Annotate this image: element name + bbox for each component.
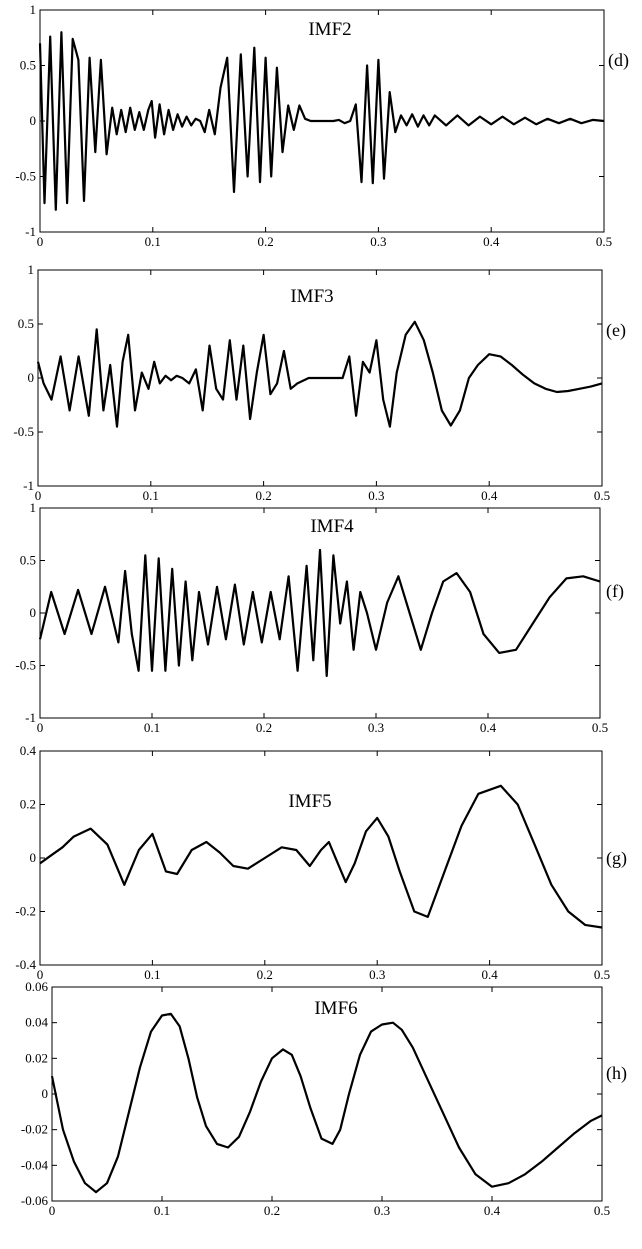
x-tick-label: 0 [35,488,42,503]
x-tick-label: 0.1 [143,488,159,503]
x-tick-label: 0.3 [368,488,384,503]
chart-panel-4: 0 0.1 0.2 0.3 0.4 0.5 0.4 0.2 0 -0.2 -0.4 IMF5 (g) [15,743,627,982]
y-tick-label: 0.4 [20,743,37,758]
x-tick-label: 0.1 [145,234,161,249]
chart-title: IMF6 [314,998,357,1019]
y-tick-label: 0.5 [20,58,36,73]
y-tick-label: -1 [25,710,36,725]
x-tick-label: 0.5 [594,967,610,982]
series-line [50,1012,603,1194]
panel-label: (f) [606,581,624,602]
x-tick-label: 0.1 [154,1203,170,1218]
series-line [39,784,603,929]
x-tick-label: 0 [37,967,44,982]
x-tick-label: 0.2 [256,720,272,735]
panel-label: (e) [606,320,626,341]
y-tick-label: -0.5 [15,658,36,673]
x-tick-label: 0.3 [369,967,385,982]
chart-panel-2: 0 0.1 0.2 0.3 0.4 0.5 1 0.5 0 -0.5 -1 IMF3 (e) [13,262,626,503]
x-tick-label: 0.5 [594,488,610,503]
y-tick-label: 0.5 [20,553,36,568]
x-tick-label: 0.3 [374,1203,390,1218]
plot-frame [39,507,601,719]
x-tick-label: 0.5 [592,720,608,735]
y-tick-label: 1 [30,2,37,17]
y-tick-label: -0.5 [13,424,34,439]
chart-panel-1: 0 0.1 0.2 0.3 0.4 0.5 1 0.5 0 -0.5 -1 IMF2 (d) [15,2,629,249]
y-tick-label: 0 [30,113,37,128]
y-tick-label: -1 [23,478,34,493]
x-tick-label: 0.4 [483,234,500,249]
x-tick-label: 0.2 [255,488,271,503]
x-tick-label: 0.1 [144,967,160,982]
y-tick-label: 0.04 [25,1015,48,1030]
x-tick-label: 0.4 [480,720,497,735]
x-tick-label: 0.5 [596,234,612,249]
y-tick-label: -0.02 [21,1122,48,1137]
y-tick-label: -0.04 [21,1157,49,1172]
y-tick-label: 0.02 [25,1050,48,1065]
x-tick-label: 0 [49,1203,56,1218]
chart-title: IMF2 [308,19,351,40]
y-tick-label: 0 [28,370,35,385]
panel-label: (g) [606,848,627,869]
y-tick-label: 1 [28,262,35,277]
y-tick-label: -0.4 [15,957,36,972]
chart-title: IMF3 [290,286,333,307]
y-tick-label: -0.5 [15,169,36,184]
x-tick-label: 0 [37,720,44,735]
x-tick-label: 0.2 [257,234,273,249]
x-tick-label: 0.1 [144,720,160,735]
y-tick-label: 1 [30,500,37,515]
y-tick-label: 0.06 [25,979,48,994]
y-tick-label: -0.2 [15,904,36,919]
series-line [38,548,601,678]
x-tick-label: 0.2 [257,967,273,982]
chart-panel-5: 0 0.1 0.2 0.3 0.4 0.5 0.06 0.04 0.02 0 -0.02 -0.04 -… [21,979,627,1218]
series-line [38,31,605,211]
chart-title: IMF5 [288,791,331,812]
chart-title: IMF4 [310,516,354,537]
y-tick-label: 0 [30,605,37,620]
y-tick-label: 0 [30,850,37,865]
x-tick-label: 0.4 [481,488,498,503]
x-tick-label: 0.4 [481,967,498,982]
x-tick-label: 0.3 [368,720,384,735]
x-tick-label: 0.2 [264,1203,280,1218]
y-tick-label: -0.06 [21,1193,49,1208]
plot-frame [39,750,603,966]
panel-label: (d) [608,50,629,71]
x-tick-label: 0 [37,234,44,249]
x-tick-label: 0.4 [484,1203,501,1218]
chart-panel-3: 0 0.1 0.2 0.3 0.4 0.5 1 0.5 0 -0.5 -1 IMF4 (f) [15,500,624,735]
x-tick-label: 0.3 [370,234,386,249]
y-tick-label: 0.5 [18,316,34,331]
y-tick-label: 0 [42,1086,49,1101]
x-tick-label: 0.5 [594,1203,610,1218]
series-line [36,320,603,428]
panel-label: (h) [606,1063,627,1084]
y-tick-label: 0.2 [20,797,36,812]
y-tick-label: -1 [25,224,36,239]
